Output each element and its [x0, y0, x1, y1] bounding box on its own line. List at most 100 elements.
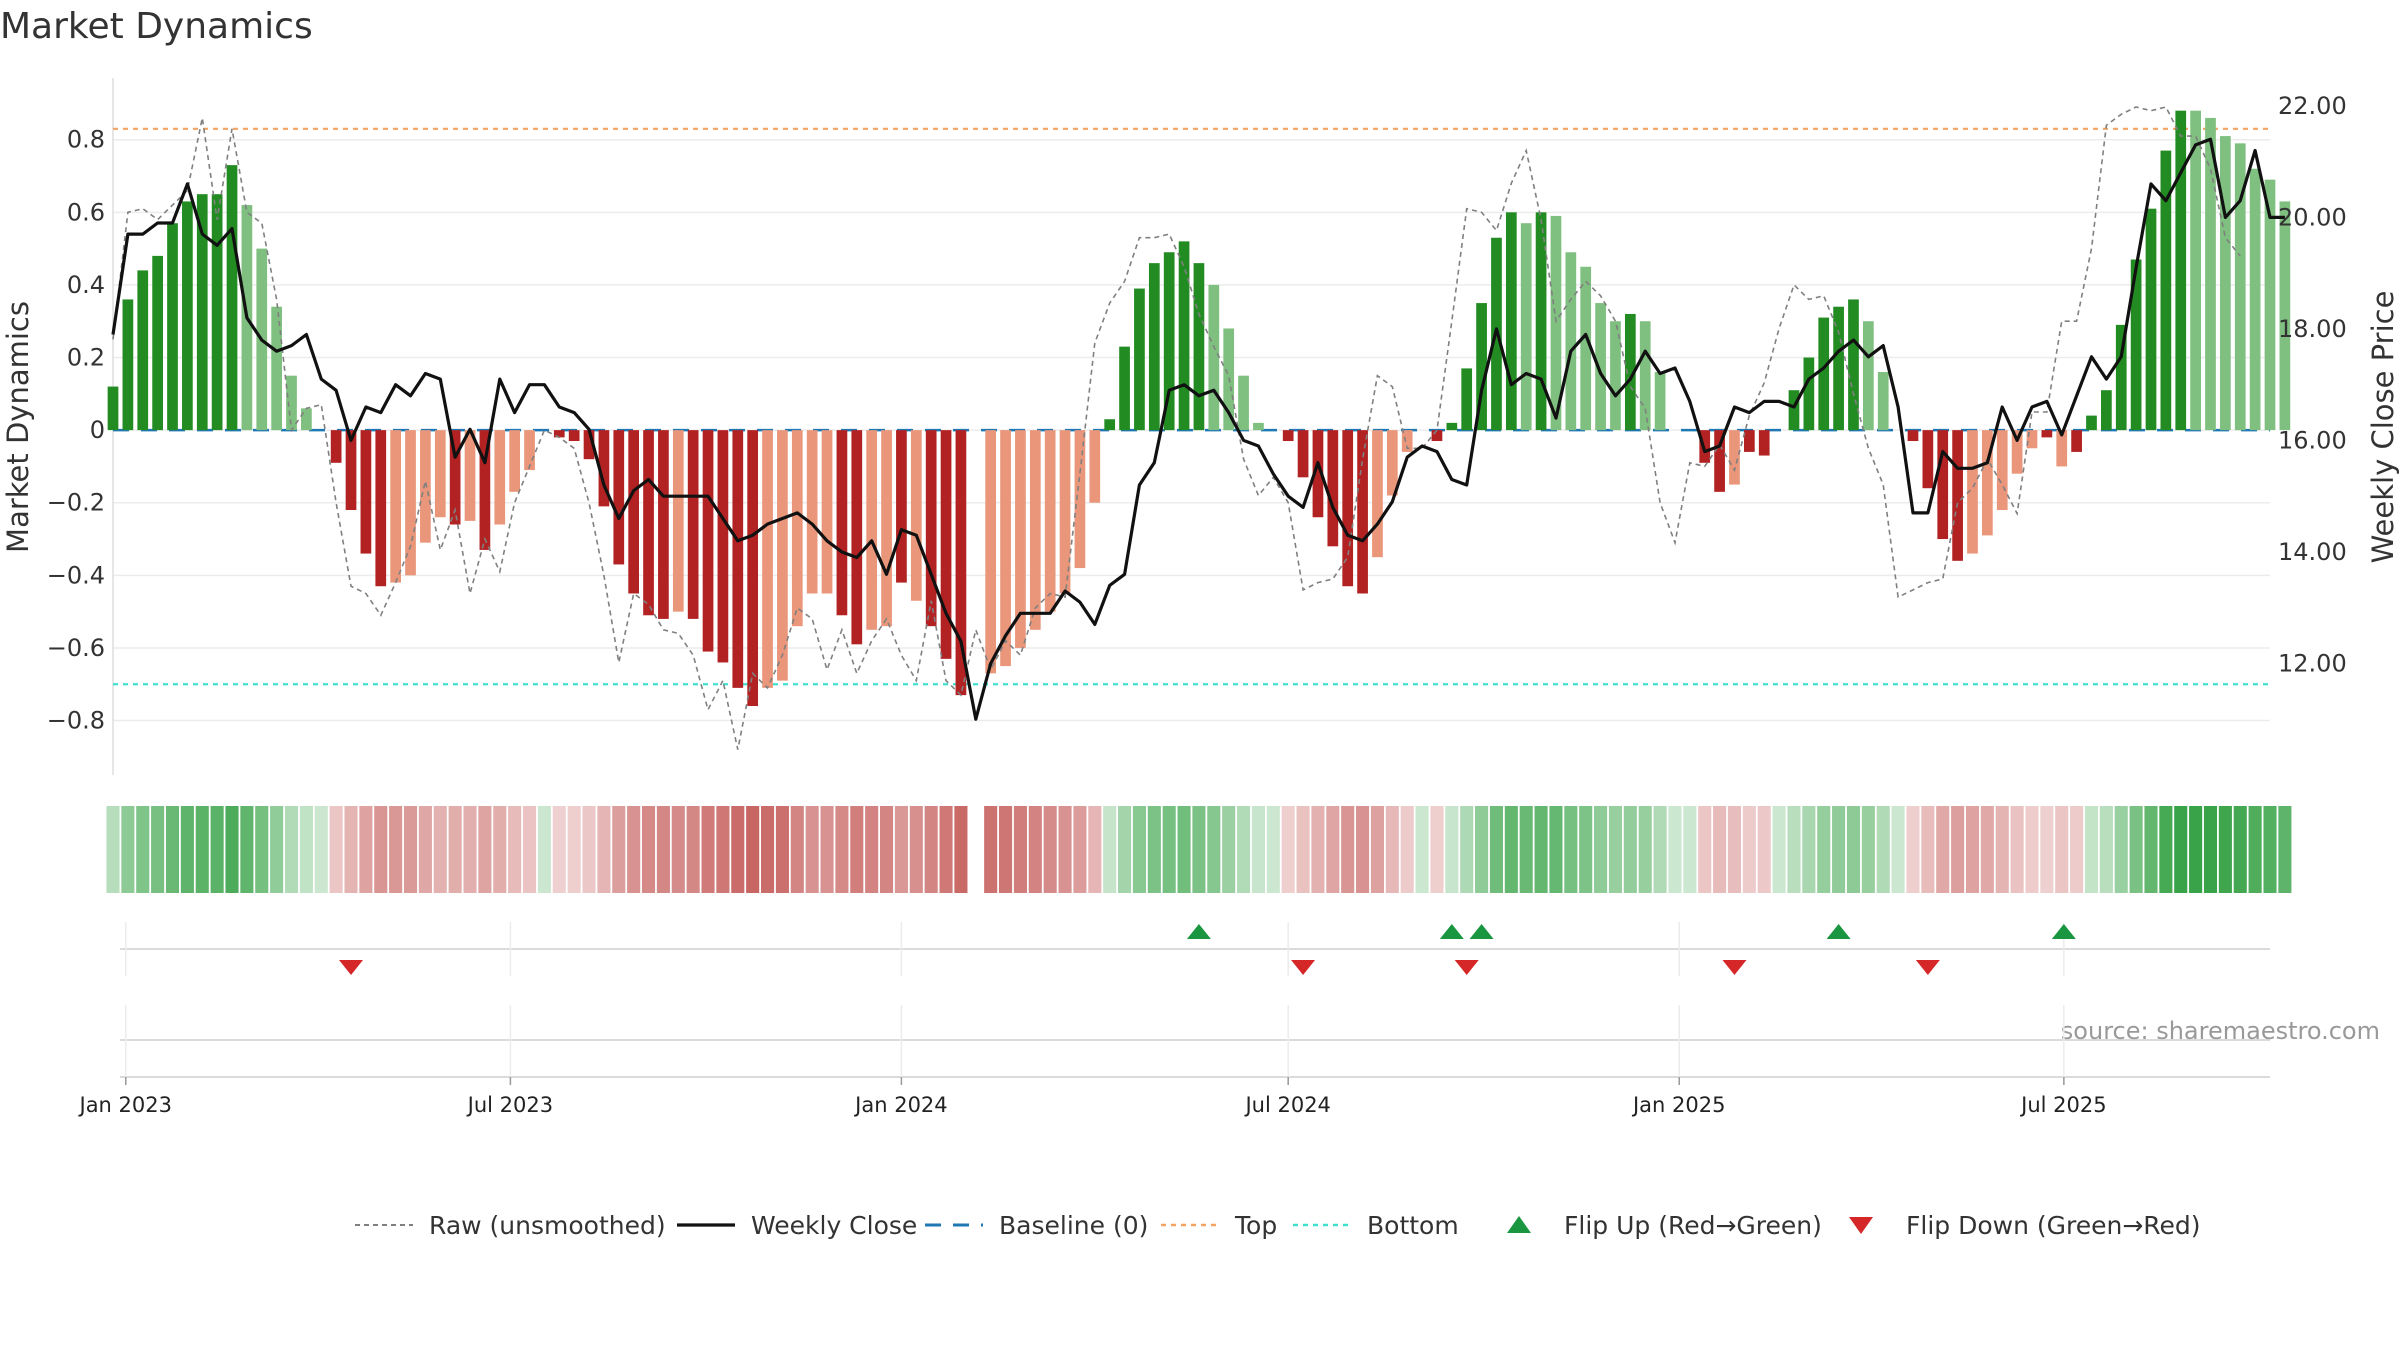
date-tick-label: Jan 2023: [78, 1093, 173, 1117]
dynamics-bar: [866, 430, 878, 630]
dynamics-bar: [107, 386, 119, 431]
heat-strip-cell: [641, 806, 656, 893]
heat-strip-cell: [1951, 806, 1965, 893]
heat-strip-cell: [1013, 806, 1027, 893]
left-axis-ticks: 0.8 0.6 0.4 0.2 0 −0.2 −0.4 −0.6 −0.8: [47, 126, 105, 735]
heat-strip-cell: [1534, 806, 1548, 893]
dynamics-bar: [1193, 263, 1205, 431]
dynamics-bar: [2071, 430, 2082, 452]
dynamics-bar: [360, 430, 372, 554]
dynamics-bar: [553, 430, 565, 438]
legend-swatch-flip-down: [1849, 1217, 1873, 1234]
heat-strip-cell: [1415, 806, 1429, 893]
dynamics-bar: [1833, 306, 1844, 431]
dynamics-bar: [881, 430, 892, 627]
heat-strip-cell: [418, 806, 432, 893]
dynamics-bar: [1535, 212, 1547, 431]
dynamics-bar: [1297, 430, 1309, 478]
heat-strip-cell: [2084, 806, 2099, 893]
heat-strip-cell: [314, 806, 328, 893]
dynamics-bar: [747, 430, 759, 707]
dynamics-bar: [1982, 430, 1993, 536]
heat-strip-cell: [790, 806, 804, 893]
dynamics-bar: [791, 430, 803, 627]
dynamics-bar: [301, 408, 312, 431]
legend-label: Baseline (0): [999, 1211, 1148, 1240]
heat-strip-cell: [106, 806, 120, 893]
dynamics-bar: [2041, 430, 2053, 438]
dynamics-bar: [1550, 215, 1562, 431]
dynamics-bar: [583, 430, 595, 460]
dynamics-bar: [1134, 288, 1145, 431]
dynamics-bar: [1431, 430, 1443, 442]
heat-strip-cell: [1475, 806, 1489, 893]
left-tick-label: 0: [90, 416, 105, 444]
heat-strip-cell: [1549, 806, 1563, 893]
right-tick-label: 20.00: [2278, 203, 2347, 231]
dynamics-bar: [2190, 110, 2201, 431]
dynamics-bar: [925, 430, 937, 627]
date-axis-ticks: Jan 2023 Jul 2023 Jan 2024 Jul 2024 Jan 2025…: [78, 1077, 2107, 1117]
dynamics-bar: [613, 430, 625, 565]
dynamics-bar: [1907, 430, 1919, 442]
heat-strip-cell: [612, 806, 626, 893]
dynamics-bar: [1059, 430, 1071, 594]
heat-strip-cell: [1846, 806, 1861, 893]
dynamics-bar: [2101, 390, 2112, 431]
heat-strip-cell: [1861, 806, 1875, 893]
dynamics-bar: [955, 430, 967, 696]
heat-strip-cell: [909, 806, 923, 893]
flip-down-marker: [1291, 960, 1316, 975]
heat-strip-cell: [2114, 806, 2128, 893]
dynamics-bar: [777, 430, 788, 681]
dynamics-bar: [345, 430, 357, 510]
heat-strip-cell: [671, 806, 685, 893]
heat-strip-cell: [627, 806, 641, 893]
dynamics-bar: [1595, 303, 1606, 431]
heat-strip-cell: [1802, 806, 1816, 893]
flip-up-marker: [1186, 924, 1211, 939]
heat-strip-cell: [1817, 806, 1831, 893]
dynamics-bar: [1803, 357, 1815, 431]
heat-strip-cell: [1430, 806, 1444, 893]
dynamics-bar: [1148, 263, 1160, 431]
heat-strip-cell: [1638, 806, 1652, 893]
heat-strip-cell: [731, 806, 745, 893]
dynamics-bar: [1372, 430, 1383, 558]
heat-strip-cell: [2025, 806, 2039, 893]
raw-series-line: [112, 106, 2241, 750]
dynamics-bar: [226, 165, 238, 431]
heat-strip-cell: [1073, 806, 1087, 893]
heat-strip-cell: [2159, 806, 2173, 893]
dynamics-bar: [1877, 372, 1889, 431]
dynamics-bar: [628, 430, 640, 594]
heat-strip-cell: [1147, 806, 1161, 893]
heat-strip-cell: [582, 806, 596, 893]
heat-strip-cell: [165, 806, 180, 893]
date-tick-label: Jul 2023: [466, 1093, 553, 1117]
dynamics-bar: [479, 430, 491, 550]
dynamics-bar: [1743, 430, 1755, 452]
heat-strip-cell: [1906, 806, 1920, 893]
dynamics-bar: [1104, 419, 1116, 431]
dynamics-bar: [449, 430, 461, 525]
chart-title: Market Dynamics: [0, 6, 313, 47]
heat-strip-cell: [478, 806, 492, 893]
heat-strip-cell: [136, 806, 150, 893]
dynamics-bar: [122, 299, 134, 431]
heat-strip-cell: [2129, 806, 2143, 893]
heat-strip-cell: [270, 806, 284, 893]
heat-strip-cell: [850, 806, 864, 893]
heat-strip-cell: [1623, 806, 1637, 893]
heat-strip-cell: [1266, 806, 1280, 893]
legend-swatch-flip-up: [1507, 1216, 1531, 1233]
heat-strip-cell: [1118, 806, 1132, 893]
dynamics-bar: [836, 430, 848, 616]
heat-strip-cell: [686, 806, 700, 893]
heat-strip-cell: [2189, 806, 2203, 893]
heat-strip-cell: [1311, 806, 1325, 893]
dynamics-bar: [1074, 430, 1086, 569]
dynamics-bar: [2205, 117, 2216, 431]
heat-strip-cell: [2055, 806, 2069, 893]
heat-strip-cell: [493, 806, 507, 893]
